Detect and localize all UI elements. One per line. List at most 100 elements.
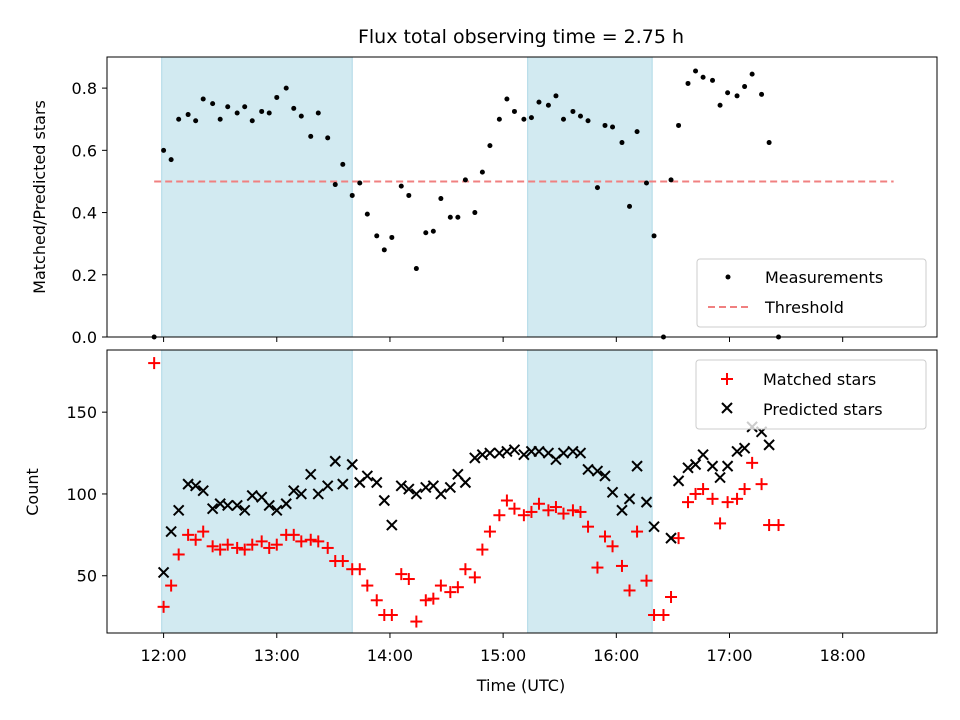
matched-star-point	[231, 541, 244, 554]
predicted-star-point	[508, 444, 521, 456]
bottom-axis-ticks: 12:00 13:00 14:00 15:00 16:00 17:00 18:00 50 100…	[66, 403, 865, 665]
predicted-star-point	[346, 458, 358, 471]
measurement-point	[644, 180, 649, 186]
predicted-star-point	[731, 445, 743, 458]
measurement-point	[349, 192, 355, 198]
matched-star-point	[657, 609, 670, 622]
matched-star-point	[574, 505, 587, 518]
matched-star-point	[410, 615, 423, 628]
matched-star-point	[731, 492, 744, 505]
predicted-star-point	[410, 488, 423, 500]
counts-panel: 12:00 13:00 14:00 15:00 16:00 17:00 18:00 50 100…	[23, 349, 938, 695]
matched-star-point	[500, 494, 513, 507]
measurement-point	[308, 133, 314, 139]
predicted-star-point	[459, 476, 472, 489]
predicted-star-point	[206, 502, 219, 515]
matched-stars-points	[148, 357, 785, 628]
predicted-star-point	[533, 445, 545, 458]
measurement-point	[389, 234, 395, 240]
shaded-interval	[527, 56, 653, 338]
predicted-star-point	[738, 442, 751, 454]
measurement-point	[291, 105, 297, 111]
matched-star-point	[361, 579, 374, 592]
matched-star-point	[321, 541, 334, 554]
predicted-star-point	[295, 488, 308, 500]
x-tick-label: 15:00	[480, 646, 526, 665]
matched-star-point	[493, 509, 506, 522]
predicted-star-point	[165, 525, 177, 538]
measurement-point	[619, 140, 625, 146]
measurement-point	[406, 192, 412, 198]
matched-star-point	[591, 561, 604, 574]
measurement-point	[553, 93, 559, 99]
predicted-star-point	[238, 504, 251, 517]
x-tick-label: 16:00	[593, 646, 639, 665]
measurement-point	[528, 115, 534, 121]
x-tick-label: 17:00	[706, 646, 752, 665]
bottom-y-axis-label: Count	[23, 468, 42, 516]
matched-star-point	[336, 555, 349, 568]
matched-star-point	[672, 532, 685, 545]
measurement-point	[602, 122, 608, 128]
y-tick-label: 0.2	[72, 266, 97, 285]
matched-star-point	[312, 535, 325, 548]
predicted-star-point	[606, 486, 619, 499]
measurement-point	[430, 228, 436, 234]
legend-matched-label: Matched stars	[763, 370, 876, 389]
measurement-point	[259, 108, 265, 114]
top-axis-ticks: 0.0 0.2 0.4 0.6 0.8	[72, 79, 844, 347]
predicted-star-point	[222, 499, 234, 512]
predicted-star-point	[246, 489, 258, 502]
matched-star-point	[557, 507, 570, 520]
predicted-star-point	[623, 493, 636, 505]
predicted-star-point	[321, 480, 334, 492]
matched-star-point	[508, 502, 521, 515]
predicted-star-point	[371, 476, 383, 489]
measurement-point	[398, 183, 404, 189]
matched-star-point	[606, 540, 619, 553]
measurement-point	[298, 113, 304, 119]
measurement-point	[693, 68, 699, 74]
matched-star-point	[689, 487, 702, 500]
matched-star-point	[549, 501, 562, 514]
measurement-point	[700, 74, 706, 80]
matched-star-point	[615, 559, 628, 572]
measurement-point	[447, 214, 453, 220]
y-tick-label: 100	[66, 485, 97, 504]
matched-star-point	[714, 517, 727, 530]
measurement-point	[651, 233, 657, 239]
predicted-star-point	[378, 494, 391, 507]
matched-star-point	[697, 483, 710, 496]
matched-star-point	[263, 541, 276, 554]
shaded-interval	[161, 56, 353, 338]
matched-star-point	[287, 528, 300, 541]
top-y-axis-label: Matched/Predicted stars	[30, 100, 49, 294]
legend-matched-marker	[721, 373, 733, 385]
top-legend: Measurements Threshold	[696, 258, 927, 328]
predicted-star-point	[591, 465, 604, 477]
measurement-point	[283, 85, 289, 91]
measurement-point	[766, 140, 772, 146]
measurement-point	[570, 108, 576, 114]
measurement-point	[504, 96, 510, 102]
measurement-point	[676, 122, 682, 128]
matched-star-point	[148, 357, 161, 370]
measurement-point	[193, 118, 199, 124]
measurement-point	[423, 230, 429, 236]
ratio-panel: 0.00.20.40.60.8 Matched/Predicted stars …	[30, 56, 938, 347]
matched-star-point	[238, 543, 251, 556]
measurement-point	[249, 118, 255, 124]
measurement-point	[315, 110, 321, 116]
predicted-star-point	[763, 439, 775, 451]
matched-star-point	[623, 584, 636, 597]
legend-measurements-marker	[725, 274, 731, 280]
predicted-star-point	[616, 504, 628, 517]
predicted-star-point	[172, 504, 185, 517]
matched-star-point	[468, 571, 481, 584]
matched-star-point	[517, 509, 530, 522]
x-tick-label: 13:00	[254, 646, 300, 665]
matched-star-point	[746, 456, 759, 469]
predicted-star-point	[271, 504, 283, 517]
predicted-star-point	[599, 470, 611, 482]
matched-star-point	[483, 525, 496, 538]
